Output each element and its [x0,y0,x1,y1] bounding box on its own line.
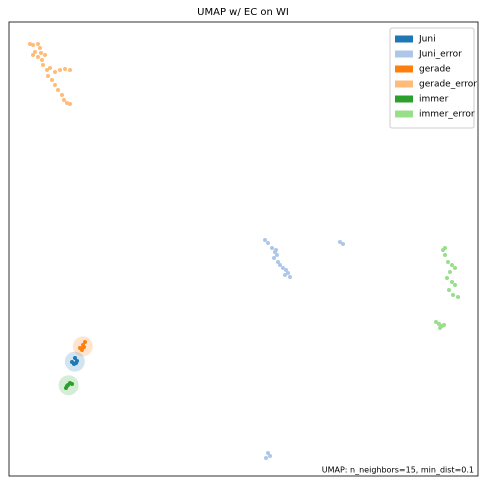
point [456,295,460,299]
legend-label: gerade [419,65,451,75]
point [36,42,40,46]
point [83,340,87,344]
legend-swatch [395,35,413,43]
point [63,67,67,71]
point [450,280,454,284]
point [442,323,446,327]
point [33,50,37,54]
point [266,451,270,455]
point [438,326,442,330]
legend-swatch [395,95,413,103]
point [73,356,77,360]
point [274,248,278,252]
legend-swatch [395,110,413,118]
point [80,348,84,352]
point [68,68,72,72]
legend-label: Juni [418,35,436,45]
point [268,454,272,458]
legend-label: immer_error [419,110,475,120]
point [263,238,267,242]
point [284,268,288,272]
legend-swatch [395,65,413,73]
plot-frame [8,21,479,477]
point [288,275,292,279]
point [31,43,35,47]
chart-title: UMAP w/ EC on WI [197,7,289,18]
point [58,68,62,72]
point [443,253,447,257]
point [50,78,54,82]
point [445,276,449,280]
point [82,345,86,349]
legend-label: gerade_error [419,80,477,90]
point [453,283,457,287]
point [43,53,47,57]
point [45,68,49,72]
point [270,246,274,250]
point [264,456,268,460]
annotation: UMAP: n_neighbors=15, min_dist=0.1 [322,466,474,475]
point [437,322,441,326]
point [278,263,282,267]
point [41,63,45,67]
point [60,93,64,97]
points [28,42,460,460]
point [451,293,455,297]
point [281,266,285,270]
point [453,266,457,270]
point [31,53,35,57]
point [53,83,57,87]
point [341,242,345,246]
point [40,58,44,62]
point [443,246,447,250]
point [39,51,43,55]
point [272,256,276,260]
point [74,361,78,365]
point [446,260,450,264]
halos [58,336,93,396]
point [53,70,57,74]
point [283,273,287,277]
point [62,98,66,102]
point [70,382,74,386]
point [36,55,40,59]
legend-swatch [395,80,413,88]
point [48,66,52,70]
legend-swatch [395,50,413,58]
point [450,263,454,267]
legend-label: immer [419,95,449,105]
point [276,260,280,264]
point [266,241,270,245]
point [338,240,342,244]
point [275,253,279,257]
point [286,271,290,275]
point [448,270,452,274]
point [38,46,42,50]
legend-label: Juni_error [418,50,462,60]
point [46,74,50,78]
point [447,288,451,292]
point [56,88,60,92]
point [65,384,69,388]
point [68,102,72,106]
point [434,320,438,324]
